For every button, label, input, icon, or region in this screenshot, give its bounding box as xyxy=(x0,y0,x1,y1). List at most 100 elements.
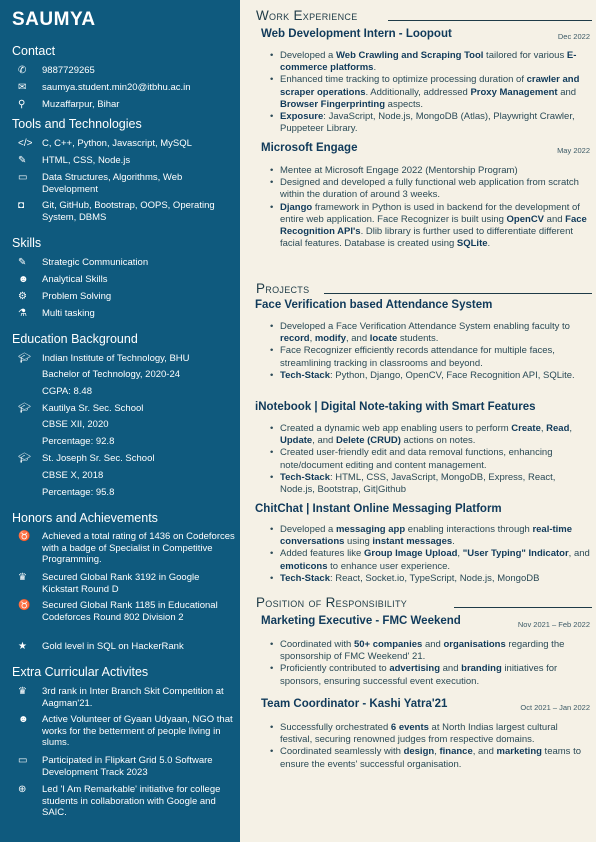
candidate-name: SAUMYA xyxy=(12,9,96,30)
tools-item: ✎ HTML, CSS, Node.js xyxy=(18,155,131,166)
globe-icon: ⊕ xyxy=(18,784,27,795)
sidebar: SAUMYA Contact ✆ 9887729265 ✉ saumya.stude… xyxy=(0,0,240,842)
bullet: Created a dynamic web app enabling users… xyxy=(268,423,592,447)
phone-icon: ✆ xyxy=(18,65,27,76)
graduation-cap-icon: 🎓︎ xyxy=(18,403,31,414)
laptop-icon: ▭ xyxy=(18,755,28,766)
job-bullets: Developed a Web Crawling and Scraping To… xyxy=(268,50,592,135)
honor-item: ★ Gold level in SQL on HackerRank xyxy=(18,641,184,652)
work-divider xyxy=(388,20,592,21)
bullet: Exposure: JavaScript, Node.js, MongoDB (… xyxy=(268,111,592,135)
education-score: CGPA: 8.48 xyxy=(42,386,92,397)
tools-heading: Tools and Technologies xyxy=(12,117,142,131)
bullet: Django framework in Python is used in ba… xyxy=(268,202,592,251)
bullet: Created user-friendly edit and data remo… xyxy=(268,447,592,471)
education-degree: CBSE X, 2018 xyxy=(42,470,104,481)
bullet: Enhanced time tracking to optimize proce… xyxy=(268,74,592,111)
position-title: Marketing Executive - FMC Weekend xyxy=(261,615,461,627)
tools-item: </> C, C++, Python, Javascript, MySQL xyxy=(18,138,192,149)
job-date: May 2022 xyxy=(557,146,590,155)
bullet: Developed a messaging app enabling inter… xyxy=(268,524,592,548)
job-date: Dec 2022 xyxy=(557,32,590,41)
job-bullets: Mentee at Microsoft Engage 2022 (Mentors… xyxy=(268,165,592,250)
skill-item: ☻ Analytical Skills xyxy=(18,274,108,285)
education-degree: CBSE XII, 2020 xyxy=(42,419,109,430)
flask-icon: ⚗ xyxy=(18,308,27,319)
mail-icon: ✉ xyxy=(18,82,27,93)
bullet: Tech-Stack: Python, Django, OpenCV, Face… xyxy=(268,370,592,382)
bullet: Added features like Group Image Upload, … xyxy=(268,548,592,572)
work-heading: Work Experience xyxy=(256,8,358,23)
project-title: Face Verification based Attendance Syste… xyxy=(255,299,493,311)
star-icon: ★ xyxy=(18,641,27,652)
pen-icon: ✎ xyxy=(18,155,27,166)
extra-heading: Extra Curricular Activites xyxy=(12,665,149,679)
position-date: Nov 2021 – Feb 2022 xyxy=(517,620,590,629)
map-pin-icon: ⚲ xyxy=(18,99,26,110)
project-title: iNotebook | Digital Note-taking with Sma… xyxy=(255,401,536,413)
education-score: Percentage: 95.8 xyxy=(42,487,115,498)
education-item: 🎓︎ Indian Institute of Technology, BHU xyxy=(18,353,190,364)
position-title: Team Coordinator - Kashi Yatra'21 xyxy=(261,698,448,710)
bullet: Successfully orchestrated 6 events at No… xyxy=(268,722,592,746)
honor-item: ♉ Achieved a total rating of 1436 on Code… xyxy=(18,531,235,565)
contact-phone: ✆ 9887729265 xyxy=(18,65,95,76)
medal-icon: ♉ xyxy=(18,531,31,542)
contact-email[interactable]: ✉ saumya.student.min20@itbhu.ac.in xyxy=(18,82,191,93)
bullet: Coordinated seamlessly with design, fina… xyxy=(268,746,592,770)
project-bullets: Developed a messaging app enabling inter… xyxy=(268,524,592,585)
trophy-icon: ♛ xyxy=(18,572,27,583)
bullet: Developed a Web Crawling and Scraping To… xyxy=(268,50,592,74)
extra-item: ☻ Active Volunteer of Gyaan Udyaan, NGO t… xyxy=(18,714,233,748)
bullet: Proficiently contributed to advertising … xyxy=(268,663,592,687)
project-bullets: Created a dynamic web app enabling users… xyxy=(268,423,592,496)
bullet: Tech-Stack: React, Socket.io, TypeScript… xyxy=(268,573,592,585)
extra-item: ⊕ Led 'I Am Remarkable' initiative for co… xyxy=(18,784,221,818)
education-heading: Education Background xyxy=(12,332,138,346)
skill-item: ⚗ Multi tasking xyxy=(18,308,95,319)
education-item: 🎓︎ St. Joseph Sr. Sec. School xyxy=(18,453,155,464)
main-column: Work Experience Web Development Intern -… xyxy=(240,0,596,842)
users-icon: ☻ xyxy=(18,274,29,285)
skill-item: ✎ Strategic Communication xyxy=(18,257,149,268)
project-title: ChitChat | Instant Online Messaging Plat… xyxy=(255,503,502,515)
position-bullets: Successfully orchestrated 6 events at No… xyxy=(268,722,592,771)
bullet: Face Recognizer efficiently records atte… xyxy=(268,345,592,369)
briefcase-icon: ◘ xyxy=(18,200,25,211)
por-divider xyxy=(454,607,592,608)
project-bullets: Developed a Face Verification Attendance… xyxy=(268,321,592,382)
honor-item: ♉ Secured Global Rank 1185 in Educational… xyxy=(18,600,218,623)
por-heading: Position of Responsibility xyxy=(256,595,408,610)
honor-item: ♛ Secured Global Rank 3192 in Google Kick… xyxy=(18,572,200,595)
skills-heading: Skills xyxy=(12,236,42,250)
users-icon: ☻ xyxy=(18,714,29,725)
education-degree: Bachelor of Technology, 2020-24 xyxy=(42,369,181,380)
position-bullets: Coordinated with 50+ companies and organ… xyxy=(268,639,592,688)
honors-heading: Honors and Achievements xyxy=(12,511,158,525)
bullet: Designed and developed a fully functiona… xyxy=(268,177,592,201)
extra-item: ♛ 3rd rank in Inter Branch Skit Competiti… xyxy=(18,686,224,709)
bullet: Mentee at Microsoft Engage 2022 (Mentors… xyxy=(268,165,592,177)
tools-item: ▭ Data Structures, Algorithms, Web Develo… xyxy=(18,172,183,195)
graduation-cap-icon: 🎓︎ xyxy=(18,453,31,464)
bullet: Developed a Face Verification Attendance… xyxy=(268,321,592,345)
projects-heading: Projects xyxy=(256,281,310,296)
bullet: Tech-Stack: HTML, CSS, JavaScript, Mongo… xyxy=(268,472,592,496)
projects-divider xyxy=(324,293,592,294)
job-title: Web Development Intern - Loopout xyxy=(261,28,452,40)
graduation-cap-icon: 🎓︎ xyxy=(18,353,31,364)
contact-location: ⚲ Muzaffarpur, Bihar xyxy=(18,99,120,110)
education-item: 🎓︎ Kautilya Sr. Sec. School xyxy=(18,403,144,414)
education-score: Percentage: 92.8 xyxy=(42,436,115,447)
tools-item: ◘ Git, GitHub, Bootstrap, OOPS, Operating… xyxy=(18,200,215,223)
job-title: Microsoft Engage xyxy=(261,142,358,154)
laptop-icon: ▭ xyxy=(18,172,28,183)
contact-heading: Contact xyxy=(12,44,56,58)
medal-icon: ♉ xyxy=(18,600,31,611)
gears-icon: ⚙ xyxy=(18,291,27,302)
pencil-icon: ✎ xyxy=(18,257,27,268)
trophy-icon: ♛ xyxy=(18,686,27,697)
extra-item: ▭ Participated in Flipkart Grid 5.0 Softw… xyxy=(18,755,213,778)
code-icon: </> xyxy=(18,138,33,149)
